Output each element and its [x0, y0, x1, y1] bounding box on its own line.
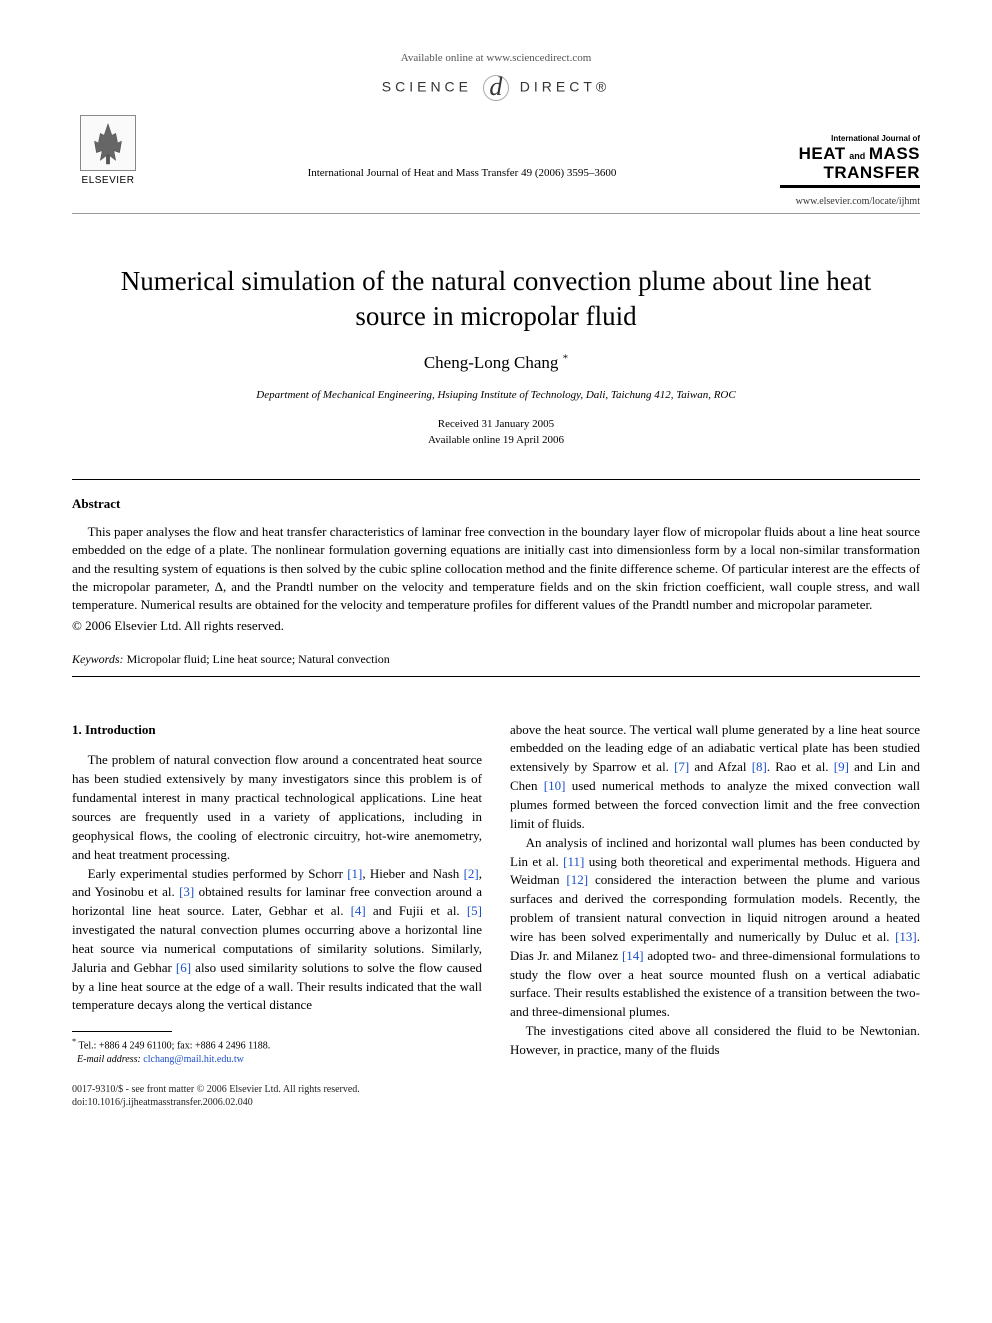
journal-logo-and: and — [849, 151, 865, 161]
c2p1b: and Afzal — [689, 759, 751, 774]
footnote-marker: * — [72, 1037, 76, 1046]
cite-5[interactable]: [5] — [467, 903, 482, 918]
abstract-top-rule — [72, 479, 920, 480]
cite-12[interactable]: [12] — [566, 872, 588, 887]
affiliation: Department of Mechanical Engineering, Hs… — [72, 387, 920, 404]
cite-3[interactable]: [3] — [179, 884, 194, 899]
col2-para-2: An analysis of inclined and horizontal w… — [510, 834, 920, 1022]
locate-url: www.elsevier.com/locate/ijhmt — [72, 194, 920, 209]
keywords-text: Micropolar fluid; Line heat source; Natu… — [127, 652, 390, 666]
footer-issn: 0017-9310/$ - see front matter © 2006 El… — [72, 1084, 360, 1095]
sciencedirect-logo: SCIENCE d DIRECT® — [72, 75, 920, 101]
article-title: Numerical simulation of the natural conv… — [102, 264, 890, 334]
journal-logo-main: HEAT and MASS TRANSFER — [780, 145, 920, 187]
received-date: Received 31 January 2005 — [438, 418, 554, 430]
right-column: above the heat source. The vertical wall… — [510, 721, 920, 1067]
footnote-email-label: E-mail address: — [77, 1054, 141, 1065]
science-word: SCIENCE — [382, 78, 472, 94]
cite-8[interactable]: [8] — [752, 759, 767, 774]
intro-para-1: The problem of natural convection flow a… — [72, 751, 482, 864]
cite-7[interactable]: [7] — [674, 759, 689, 774]
elsevier-tree-icon — [80, 115, 136, 171]
available-online-text: Available online at www.sciencedirect.co… — [72, 50, 920, 67]
p2b: , Hieber and Nash — [362, 866, 463, 881]
footnote-tel: Tel.: +886 4 249 61100; fax: +886 4 2496… — [79, 1041, 271, 1052]
section-1-heading: 1. Introduction — [72, 721, 482, 740]
sciencedirect-at-icon: d — [483, 75, 509, 101]
author-marker: * — [563, 352, 569, 364]
intro-para-2: Early experimental studies performed by … — [72, 865, 482, 1016]
footnote-rule — [72, 1031, 172, 1032]
author-line: Cheng-Long Chang * — [72, 350, 920, 376]
footnote-email[interactable]: clchang@mail.hit.edu.tw — [143, 1054, 244, 1065]
p2e: and Fujii et al. — [366, 903, 467, 918]
journal-logo-mass: MASS — [869, 144, 920, 163]
corresponding-footnote: * Tel.: +886 4 249 61100; fax: +886 4 24… — [72, 1036, 482, 1066]
elsevier-logo: ELSEVIER — [72, 115, 144, 188]
author-name: Cheng-Long Chang — [424, 353, 559, 372]
cite-13[interactable]: [13] — [895, 929, 917, 944]
journal-logo-transfer: TRANSFER — [823, 163, 920, 182]
col2-para-3: The investigations cited above all consi… — [510, 1022, 920, 1060]
cite-9[interactable]: [9] — [834, 759, 849, 774]
abstract-heading: Abstract — [72, 494, 920, 514]
p2a: Early experimental studies performed by … — [88, 866, 348, 881]
c2p1e: used numerical methods to analyze the mi… — [510, 778, 920, 831]
footer-meta: 0017-9310/$ - see front matter © 2006 El… — [72, 1083, 920, 1110]
header-row: ELSEVIER International Journal of Heat a… — [72, 115, 920, 188]
keywords-line: Keywords: Micropolar fluid; Line heat so… — [72, 650, 920, 668]
footer-doi: doi:10.1016/j.ijheatmasstransfer.2006.02… — [72, 1097, 253, 1108]
journal-logo-underline — [780, 185, 920, 188]
abstract-text: This paper analyses the flow and heat tr… — [72, 523, 920, 614]
journal-reference: International Journal of Heat and Mass T… — [144, 165, 780, 188]
cite-1[interactable]: [1] — [347, 866, 362, 881]
keywords-label: Keywords: — [72, 652, 124, 666]
cite-11[interactable]: [11] — [563, 854, 584, 869]
body-columns: 1. Introduction The problem of natural c… — [72, 721, 920, 1067]
col2-para-1: above the heat source. The vertical wall… — [510, 721, 920, 834]
left-column: 1. Introduction The problem of natural c… — [72, 721, 482, 1067]
elsevier-name: ELSEVIER — [72, 173, 144, 188]
copyright-line: © 2006 Elsevier Ltd. All rights reserved… — [72, 616, 920, 636]
header-rule — [72, 213, 920, 214]
cite-2[interactable]: [2] — [464, 866, 479, 881]
journal-logo: International Journal of HEAT and MASS T… — [780, 133, 920, 187]
article-dates: Received 31 January 2005 Available onlin… — [72, 416, 920, 449]
journal-logo-heat: HEAT — [799, 144, 846, 163]
direct-word: DIRECT® — [520, 78, 610, 94]
cite-14[interactable]: [14] — [622, 948, 644, 963]
cite-10[interactable]: [10] — [544, 778, 566, 793]
cite-4[interactable]: [4] — [351, 903, 366, 918]
available-date: Available online 19 April 2006 — [428, 434, 564, 446]
abstract-bottom-rule — [72, 676, 920, 677]
c2p1c: . Rao et al. — [767, 759, 834, 774]
cite-6[interactable]: [6] — [176, 960, 191, 975]
